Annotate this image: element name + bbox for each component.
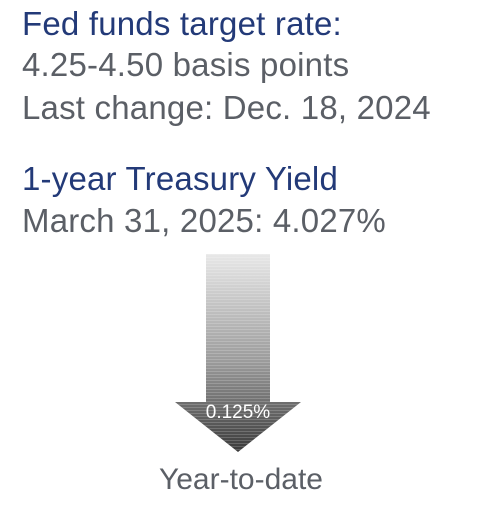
fed-funds-range: 4.25-4.50 basis points [22,46,350,83]
ytd-change-indicator: 0.125% [174,254,302,454]
fed-funds-title: Fed funds target rate: [22,5,342,42]
treasury-yield-title: 1-year Treasury Yield [22,160,339,197]
ytd-change-value: 0.125% [205,402,271,423]
ytd-label: Year-to-date [158,463,323,496]
fed-funds-last-change: Last change: Dec. 18, 2024 [22,89,431,126]
treasury-yield-value: March 31, 2025: 4.027% [22,202,386,239]
down-arrow-icon [175,254,301,452]
